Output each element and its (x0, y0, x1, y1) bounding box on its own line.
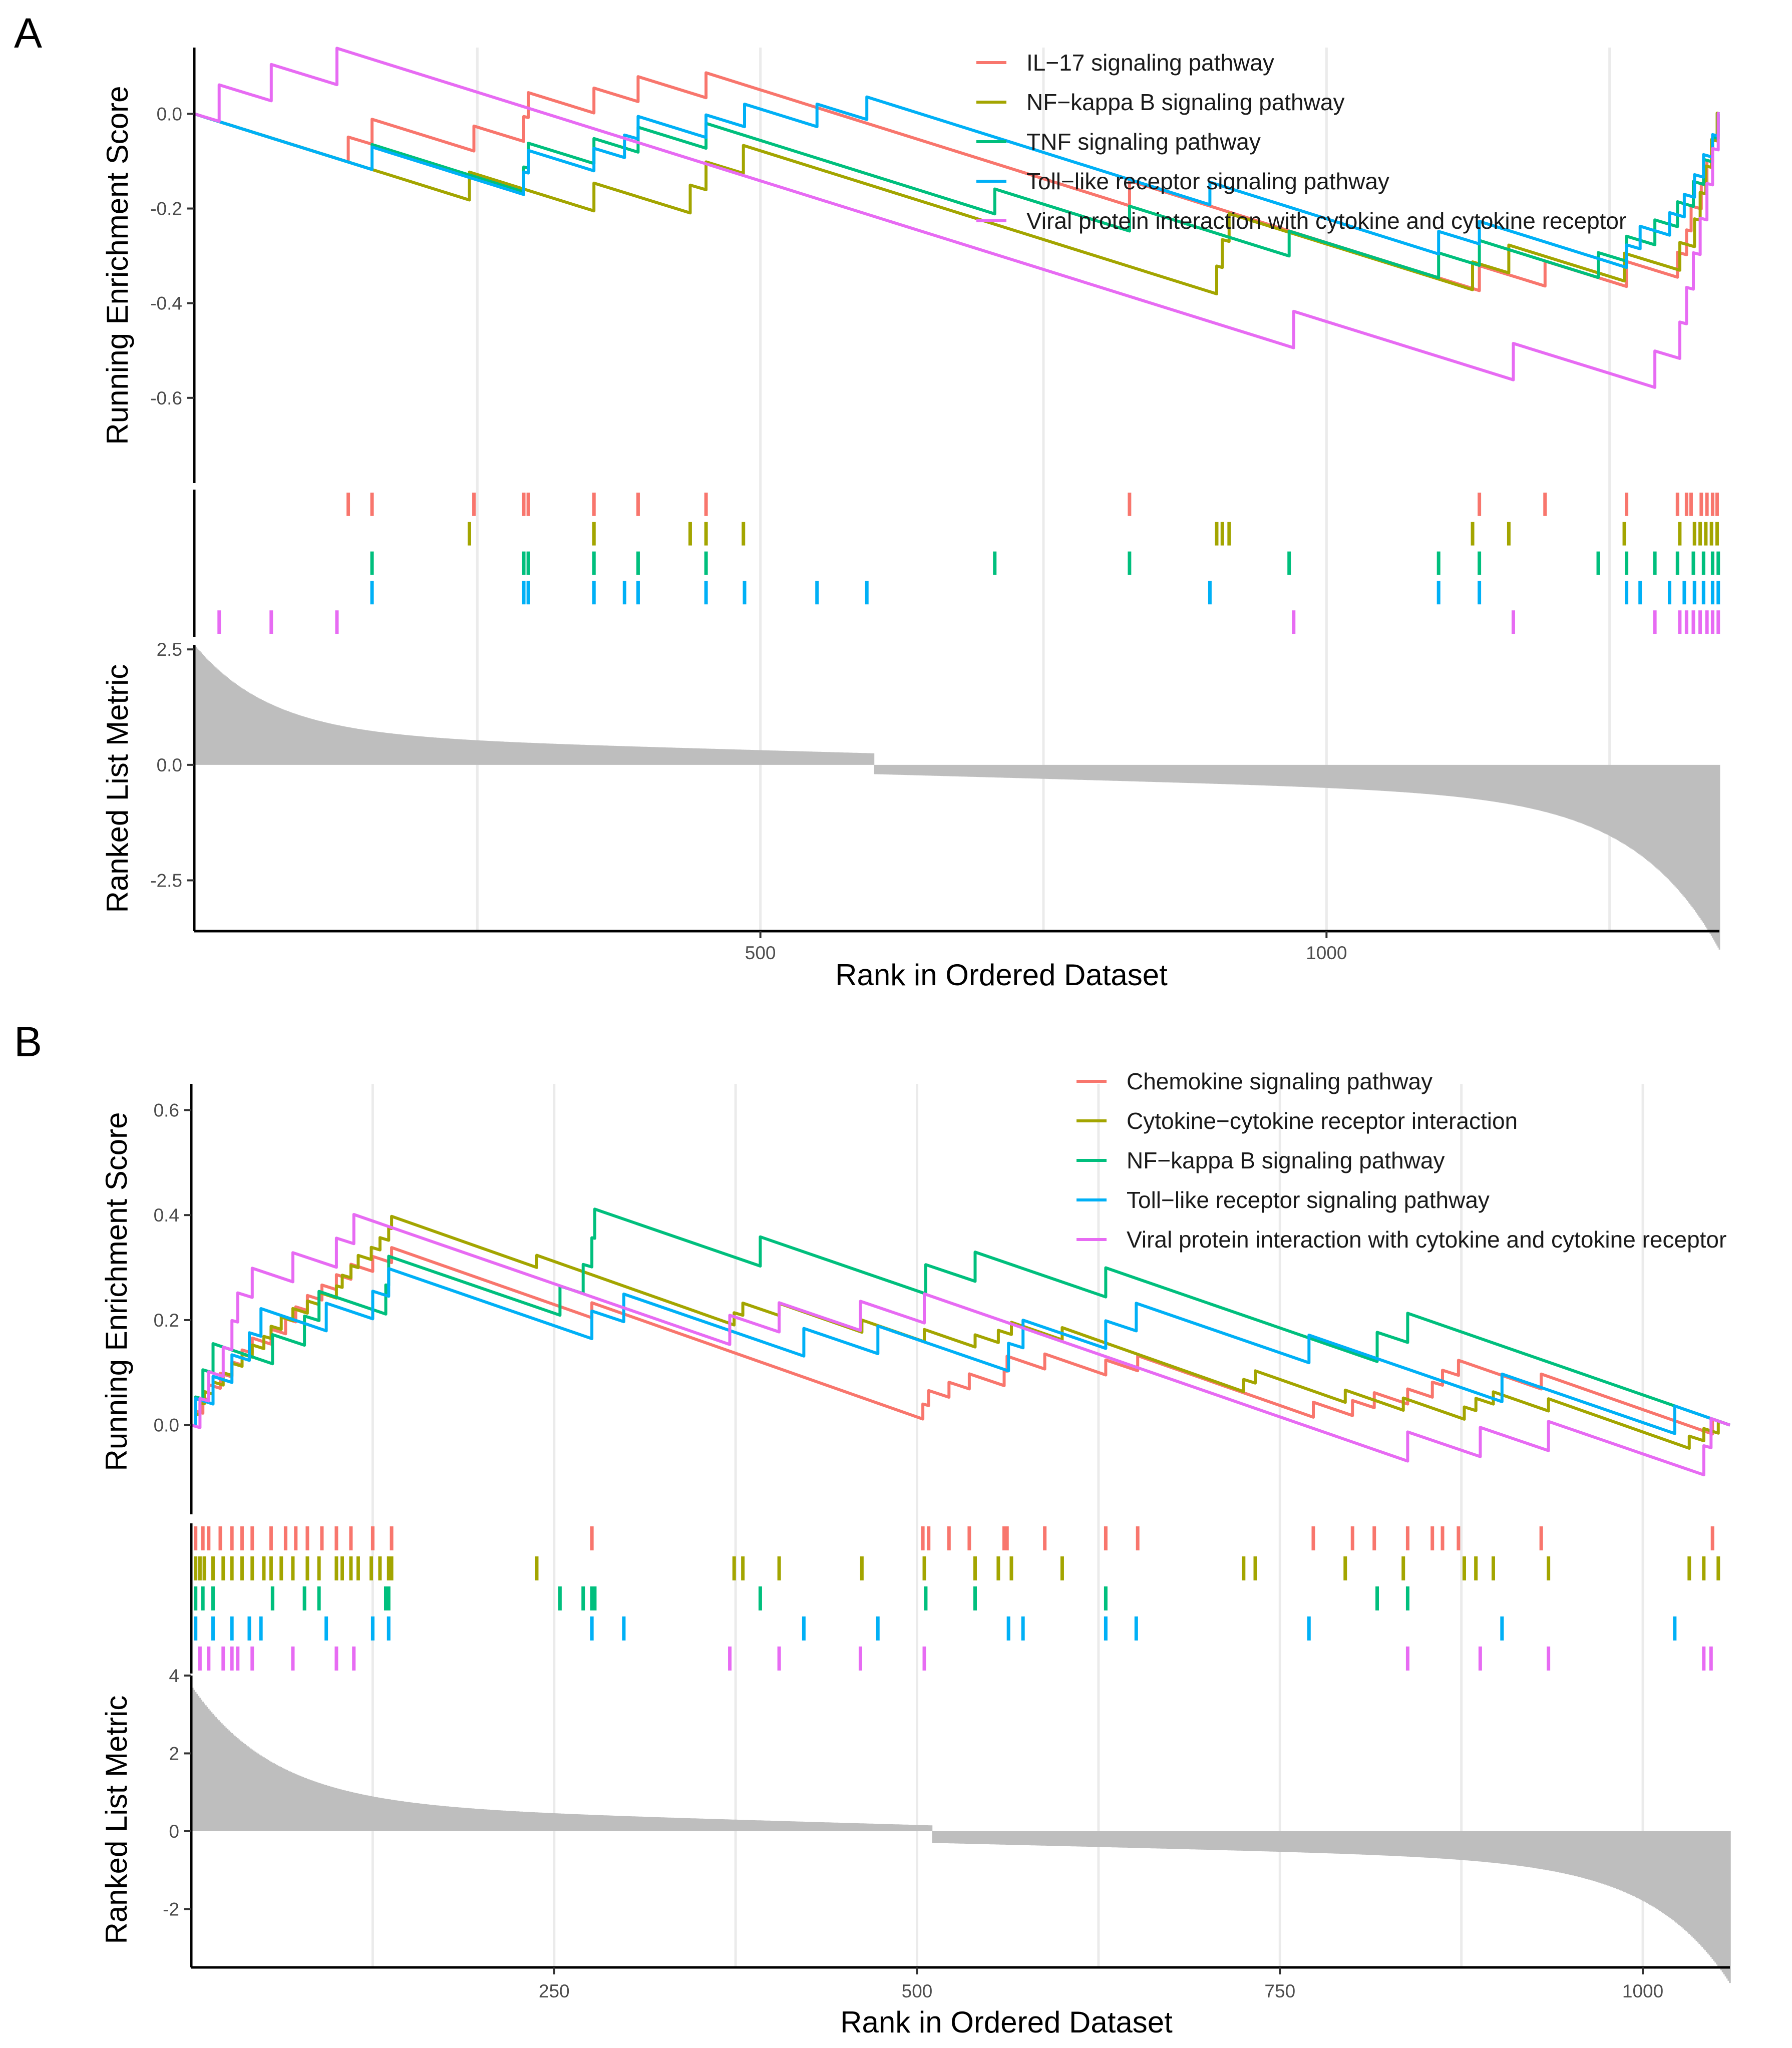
legend-label-0: IL−17 signaling pathway (1026, 50, 1274, 76)
hit-ticks-0 (194, 1526, 1714, 1550)
metric-y-tick-label: 2 (169, 1743, 179, 1764)
metric-y-tick-label: -2 (163, 1899, 179, 1919)
hit-ticks-1 (194, 1556, 1720, 1580)
legend-label-3: Toll−like receptor signaling pathway (1127, 1187, 1490, 1213)
ranked-metric-bars (192, 1688, 1731, 1983)
metric-y-axis-title: Ranked List Metric (101, 664, 134, 913)
es-y-tick-label: 0.2 (154, 1310, 179, 1331)
x-axis-title: Rank in Ordered Dataset (840, 2005, 1173, 2039)
hit-ticks-3 (370, 581, 1720, 605)
metric-y-tick-label: 0 (169, 1821, 179, 1842)
legend-label-2: NF−kappa B signaling pathway (1127, 1147, 1445, 1173)
hit-ticks-2 (194, 1586, 1409, 1610)
es-y-tick-label: 0.0 (157, 104, 182, 124)
hit-ticks-4 (198, 1647, 1713, 1671)
legend-label-1: Cytokine−cytokine receptor interaction (1127, 1108, 1518, 1134)
chart-panel-B: 0.6 0.4 0.2 0.0 4 2 0 -2 250 500 750 1000 B Running E… (14, 1018, 1731, 2039)
es-y-axis-title: Running Enrichment Score (100, 1112, 133, 1471)
metric-y-axis-title: Ranked List Metric (100, 1696, 133, 1944)
legend-label-1: NF−kappa B signaling pathway (1026, 89, 1344, 115)
x-tick-label: 250 (539, 1981, 570, 2001)
legend-label-4: Viral protein interaction with cytokine … (1026, 208, 1626, 234)
es-y-tick-label: -0.4 (150, 293, 182, 314)
es-y-axis-title: Running Enrichment Score (101, 86, 134, 445)
metric-y-tick-label: 4 (169, 1666, 179, 1686)
es-y-tick-label: -0.6 (150, 388, 182, 408)
metric-y-tick-label: 2.5 (157, 639, 182, 660)
x-tick-label: 500 (902, 1981, 933, 2001)
hit-ticks-4 (217, 610, 1720, 634)
legend: IL−17 signaling pathway NF−kappa B signal… (976, 50, 1626, 234)
es-y-tick-label: -0.2 (150, 199, 182, 219)
es-curve-0 (194, 71, 1720, 292)
es-y-tick-label: 0.0 (154, 1415, 179, 1436)
metric-y-tick-label: -2.5 (150, 871, 182, 891)
x-tick-label: 500 (745, 943, 776, 963)
es-curve-4 (191, 1213, 1730, 1477)
es-curve-2 (194, 112, 1720, 279)
es-y-tick-label: 0.4 (154, 1205, 179, 1225)
hit-ticks-0 (346, 493, 1719, 516)
x-axis-title: Rank in Ordered Dataset (835, 958, 1168, 992)
hit-ticks-2 (370, 551, 1720, 575)
panel-label: A (14, 10, 42, 57)
es-y-tick-label: 0.6 (154, 1100, 179, 1120)
panel-label: B (14, 1018, 42, 1065)
chart-panel-A: 0.0 -0.2 -0.4 -0.6 2.5 0.0 -2.5 500 1000 A Running… (14, 10, 1720, 992)
legend-label-0: Chemokine signaling pathway (1127, 1068, 1432, 1094)
es-curve-3 (191, 1267, 1730, 1435)
ranked-metric-bars (194, 646, 1720, 950)
metric-y-tick-label: 0.0 (157, 755, 182, 775)
x-tick-label: 1000 (1622, 1981, 1663, 2001)
es-curve-3 (194, 95, 1720, 269)
x-tick-label: 1000 (1306, 943, 1347, 963)
es-curve-4 (194, 47, 1720, 389)
hit-ticks-3 (194, 1616, 1677, 1641)
legend-label-3: Toll−like receptor signaling pathway (1026, 168, 1389, 194)
legend: Chemokine signaling pathway Cytokine−cyto… (1077, 1068, 1726, 1253)
legend-label-2: TNF signaling pathway (1026, 129, 1261, 155)
hit-ticks-1 (468, 522, 1719, 546)
legend-label-4: Viral protein interaction with cytokine … (1127, 1226, 1726, 1253)
x-tick-label: 750 (1264, 1981, 1295, 2001)
